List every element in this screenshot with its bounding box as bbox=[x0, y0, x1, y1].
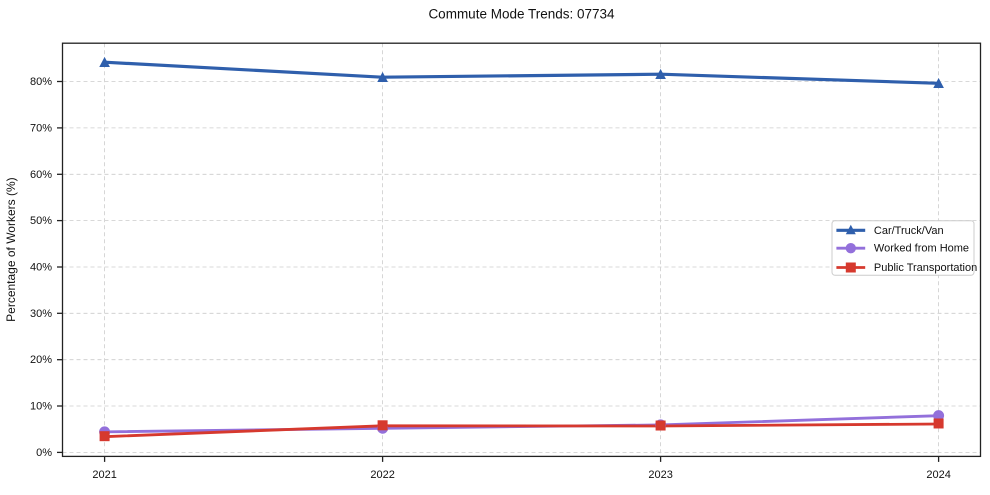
svg-text:Percentage of Workers (%): Percentage of Workers (%) bbox=[4, 177, 18, 322]
svg-text:20%: 20% bbox=[30, 354, 52, 366]
svg-text:0%: 0% bbox=[36, 447, 52, 459]
svg-text:70%: 70% bbox=[30, 122, 52, 134]
svg-text:Commute Mode Trends: 07734: Commute Mode Trends: 07734 bbox=[428, 7, 615, 22]
svg-text:2023: 2023 bbox=[648, 469, 672, 481]
svg-text:10%: 10% bbox=[30, 401, 52, 413]
svg-text:2024: 2024 bbox=[926, 469, 950, 481]
svg-text:80%: 80% bbox=[30, 76, 52, 88]
svg-text:30%: 30% bbox=[30, 308, 52, 320]
svg-text:2021: 2021 bbox=[92, 469, 116, 481]
svg-text:Worked from Home: Worked from Home bbox=[874, 243, 969, 255]
svg-text:2022: 2022 bbox=[370, 469, 394, 481]
svg-text:Car/Truck/Van: Car/Truck/Van bbox=[874, 225, 944, 237]
svg-text:40%: 40% bbox=[30, 262, 52, 274]
svg-text:60%: 60% bbox=[30, 169, 52, 181]
svg-text:50%: 50% bbox=[30, 215, 52, 227]
svg-text:Public Transportation: Public Transportation bbox=[874, 262, 977, 274]
